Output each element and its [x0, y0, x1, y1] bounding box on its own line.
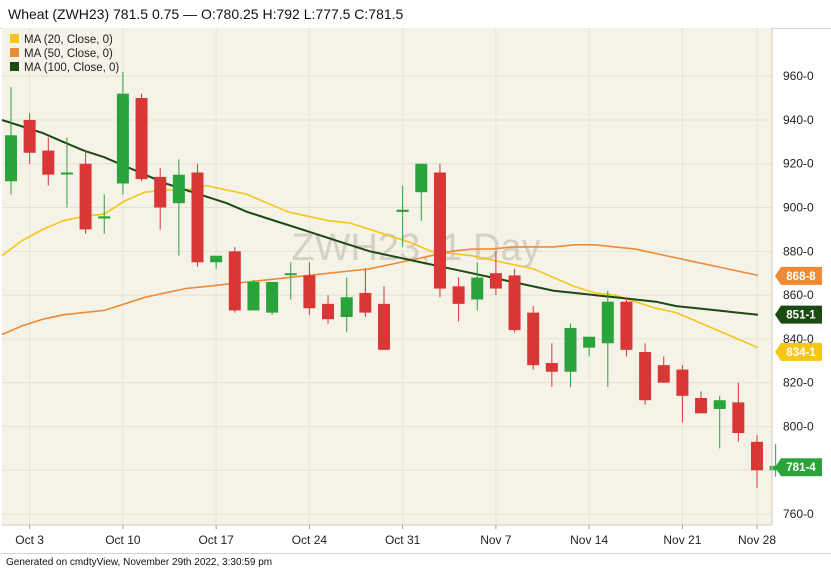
legend-swatch — [10, 34, 19, 43]
candle-body — [564, 327, 577, 372]
candle-body — [433, 172, 446, 289]
price-badges: 868-8 851-1 834-1 781-4 — [775, 266, 822, 477]
x-tick-label: Nov 21 — [663, 533, 701, 547]
y-tick-label: 860-0 — [783, 288, 814, 302]
plot-background — [2, 28, 772, 525]
ma20-badge — [775, 342, 822, 361]
candle-body — [23, 119, 36, 153]
chart-footer: Generated on cmdtyView, November 29th 20… — [0, 553, 831, 572]
candle-body — [135, 98, 148, 180]
candle-body — [657, 365, 670, 383]
candle-body — [210, 255, 223, 263]
ma100-badge-label: 851-1 — [786, 310, 816, 322]
candle-body — [489, 273, 502, 289]
candle-body — [583, 336, 596, 348]
price-chart[interactable]: ZWH23, 1 Day MA (20, Close, 0)MA (50, Cl… — [0, 28, 831, 553]
ma-line-1 — [1, 244, 759, 336]
legend-label: MA (20, Close, 0) — [24, 34, 113, 46]
candle-body — [266, 281, 279, 313]
candle-body — [322, 303, 335, 320]
ma100-badge — [775, 305, 822, 324]
candle-body — [303, 275, 316, 309]
chart-panel[interactable]: ZWH23, 1 Day MA (20, Close, 0) MA (50, Cl… — [0, 28, 831, 553]
symbol-quote: Wheat (ZWH23) 781.5 0.75 — O:780.25 H:79… — [8, 6, 404, 22]
candle-body — [79, 163, 92, 230]
x-tick-label: Nov 7 — [480, 533, 512, 547]
candle-body — [5, 135, 17, 182]
legend-label: MA (50, Close, 0) — [24, 48, 113, 60]
candle-body — [98, 216, 111, 219]
y-axis: 760-0780-0800-0820-0840-0860-0880-0900-0… — [783, 69, 814, 521]
x-tick-label: Nov 14 — [570, 533, 608, 547]
last-price-badge-label: 781-4 — [786, 462, 816, 474]
legend-swatch — [10, 48, 19, 57]
candle-body — [452, 286, 465, 304]
y-tick-label: 760-0 — [783, 507, 814, 521]
candle-body — [154, 176, 167, 208]
legend-swatch — [10, 62, 19, 71]
x-axis: Oct 3 Oct 10 Oct 17 Oct 24 Oct 31 Nov 7 Nov 14… — [15, 525, 776, 547]
candle-body — [676, 369, 689, 396]
candle-body — [713, 400, 726, 409]
y-tick-label: 960-0 — [783, 69, 814, 83]
ma-line-0 — [1, 184, 759, 349]
x-tick-label: Oct 3 — [15, 533, 44, 547]
candle-body — [751, 441, 763, 471]
candle-body — [732, 402, 745, 434]
ma50-badge — [775, 266, 822, 285]
candle-body — [545, 362, 558, 372]
candle-body — [396, 209, 409, 212]
y-tick-label: 820-0 — [783, 376, 814, 390]
y-tick-label: 900-0 — [783, 201, 814, 215]
candle-body — [284, 273, 297, 276]
candle-body — [340, 297, 353, 318]
candles — [5, 71, 782, 488]
x-tick-label: Oct 31 — [385, 533, 421, 547]
x-tick-label: Oct 10 — [105, 533, 141, 547]
last-price-badge — [775, 458, 822, 477]
generated-note: Generated on cmdtyView, November 29th 20… — [6, 557, 273, 568]
y-tick-label: 940-0 — [783, 113, 814, 127]
candle-body — [471, 277, 484, 300]
candle-body — [42, 150, 55, 175]
y-tick-label: 800-0 — [783, 419, 814, 433]
candle-body — [247, 281, 260, 311]
candle-body — [620, 301, 633, 350]
candle-body — [378, 303, 390, 350]
candle-body — [359, 292, 372, 313]
x-tick-label: Oct 24 — [292, 533, 328, 547]
candle-body — [116, 93, 129, 184]
ma50-badge-label: 868-8 — [786, 271, 816, 283]
candle-body — [60, 172, 73, 175]
y-tick-label: 880-0 — [783, 244, 814, 258]
candle-body — [601, 301, 614, 344]
candle-body — [172, 174, 185, 204]
candle-body — [228, 251, 241, 311]
y-tick-label: 840-0 — [783, 332, 814, 346]
y-tick-label: 920-0 — [783, 157, 814, 171]
candle-body — [695, 398, 708, 414]
legend: MA (20, Close, 0) MA (50, Close, 0) MA (10… — [10, 34, 119, 74]
x-tick-label: Oct 17 — [198, 533, 234, 547]
candle-body — [508, 275, 521, 331]
ma20-badge-label: 834-1 — [786, 347, 816, 359]
x-tick-label: Nov 28 — [738, 533, 776, 547]
candle-body — [527, 312, 540, 366]
candle-body — [191, 172, 204, 263]
candle-body — [639, 352, 652, 401]
legend-label: MA (100, Close, 0) — [24, 62, 119, 74]
candle-body — [415, 163, 428, 193]
chart-header: Wheat (ZWH23) 781.5 0.75 — O:780.25 H:79… — [0, 0, 831, 29]
